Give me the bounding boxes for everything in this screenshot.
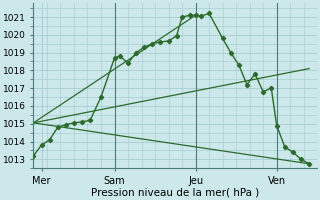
X-axis label: Pression niveau de la mer( hPa ): Pression niveau de la mer( hPa ) [91, 187, 260, 197]
